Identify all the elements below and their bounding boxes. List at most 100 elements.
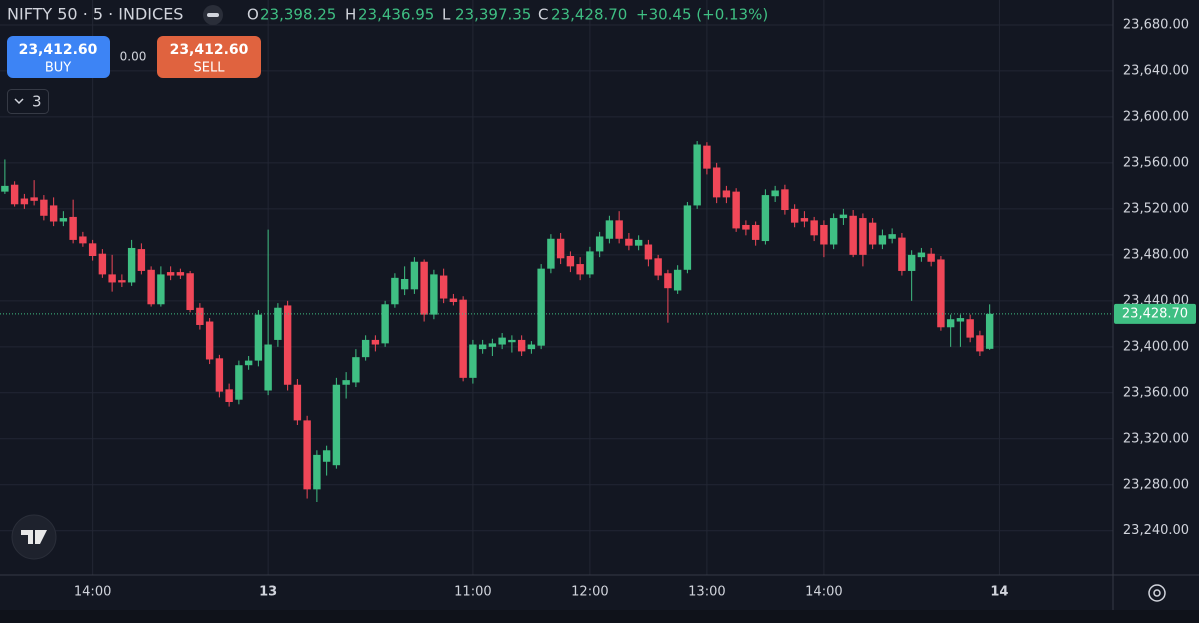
y-tick-label: 23,680.00 bbox=[1123, 17, 1189, 32]
logo[interactable] bbox=[11, 514, 57, 560]
ohlc-value: 23,398.25 bbox=[260, 6, 336, 24]
candle-body bbox=[966, 319, 974, 338]
candle-body bbox=[254, 314, 263, 361]
bottom-strip bbox=[0, 610, 1199, 623]
candle-body bbox=[147, 269, 155, 305]
candle-body bbox=[537, 268, 545, 346]
candle-body bbox=[420, 261, 428, 315]
x-tick-label: 14 bbox=[990, 585, 1008, 600]
candle-body bbox=[30, 197, 38, 201]
symbol: NIFTY 50 · 5 · INDICES bbox=[7, 5, 183, 24]
buy-label: BUY bbox=[45, 61, 71, 76]
y-tick-label: 23,600.00 bbox=[1123, 109, 1189, 124]
candle-body bbox=[20, 198, 29, 205]
candle-body bbox=[946, 319, 955, 328]
indicator-count: 3 bbox=[32, 93, 42, 111]
candle-body bbox=[205, 321, 214, 360]
candle-body bbox=[274, 307, 282, 340]
candle-body bbox=[264, 344, 272, 391]
candles bbox=[1, 141, 994, 503]
x-tick-label: 14:00 bbox=[805, 585, 842, 600]
candle-body bbox=[829, 218, 838, 245]
candle-body bbox=[40, 199, 48, 216]
candle-body bbox=[586, 251, 594, 275]
candle-body bbox=[235, 365, 243, 400]
candle-body bbox=[322, 450, 331, 462]
last-price-box bbox=[1114, 303, 1196, 324]
candle-body bbox=[59, 218, 68, 222]
y-tick-label: 23,520.00 bbox=[1123, 201, 1189, 216]
candle-body bbox=[810, 220, 818, 236]
sell-price: 23,412.60 bbox=[170, 42, 249, 58]
last-price-label: 23,428.70 bbox=[1122, 306, 1188, 321]
candle-body bbox=[488, 343, 497, 347]
candle-body bbox=[352, 357, 360, 383]
candle-body bbox=[69, 216, 77, 240]
candle-body bbox=[166, 272, 175, 276]
candle-body bbox=[118, 280, 126, 283]
candle-body bbox=[742, 224, 750, 230]
candle-body bbox=[186, 273, 194, 311]
candle-body bbox=[381, 304, 389, 344]
change: +30.45 (+0.13%) bbox=[636, 6, 768, 24]
candle-body bbox=[517, 339, 526, 352]
candle-body bbox=[937, 259, 945, 328]
candle-body bbox=[664, 273, 672, 289]
candle-body bbox=[342, 380, 350, 385]
candle-body bbox=[439, 275, 448, 299]
buy-price: 23,412.60 bbox=[19, 42, 98, 58]
candle-body bbox=[927, 253, 935, 262]
candle-body bbox=[391, 277, 399, 305]
chevron bbox=[14, 98, 24, 105]
candle-body bbox=[157, 274, 165, 305]
candle-body bbox=[215, 358, 224, 392]
axes: 23,240.00 23,280.00 23,320.00 23,360.00 23,4… bbox=[0, 17, 1196, 600]
ohlc-key: O bbox=[247, 6, 259, 24]
candle-body bbox=[196, 307, 204, 325]
buy-button[interactable] bbox=[7, 36, 110, 78]
ohlc-value: 23,428.70 bbox=[551, 6, 627, 24]
y-tick-label: 23,320.00 bbox=[1123, 431, 1189, 446]
candle-body bbox=[907, 254, 916, 271]
candle-body bbox=[976, 335, 984, 352]
candle-body bbox=[293, 384, 302, 421]
candle-body bbox=[956, 318, 965, 322]
spread: 0.00 bbox=[120, 50, 147, 64]
ohlc-value: 23,397.35 bbox=[455, 6, 531, 24]
settings-button[interactable] bbox=[1148, 584, 1166, 602]
indicators-toggle[interactable] bbox=[7, 89, 49, 114]
sell-label: SELL bbox=[194, 61, 226, 76]
candle-body bbox=[615, 220, 623, 239]
candle-body bbox=[556, 238, 565, 259]
candle-body bbox=[878, 235, 887, 245]
x-tick-label: 13:00 bbox=[688, 585, 725, 600]
sell-button[interactable] bbox=[157, 36, 261, 78]
candle-body bbox=[634, 239, 643, 246]
x-tick-label: 12:00 bbox=[571, 585, 608, 600]
y-tick-label: 23,280.00 bbox=[1123, 477, 1189, 492]
candle-body bbox=[10, 184, 19, 205]
candle-body bbox=[49, 205, 58, 222]
candle-body bbox=[800, 218, 809, 222]
candle-body bbox=[595, 236, 604, 252]
candle-body bbox=[527, 344, 536, 350]
y-tick-label: 23,560.00 bbox=[1123, 155, 1189, 170]
candle-body bbox=[98, 253, 107, 275]
candle-body bbox=[683, 205, 692, 270]
candle-body bbox=[771, 190, 779, 197]
candle-body bbox=[751, 224, 760, 240]
candle-body bbox=[888, 234, 896, 239]
candle-body bbox=[371, 339, 380, 345]
candle-body bbox=[693, 144, 701, 206]
candle-body bbox=[868, 222, 877, 245]
candle-body bbox=[732, 191, 740, 229]
candle-body bbox=[459, 299, 467, 378]
candle-body bbox=[790, 208, 799, 223]
candle-body bbox=[108, 274, 116, 283]
ohlc: O 23,398.25 H 23,436.95 L 23,397.35 C 23,428.70 bbox=[247, 6, 627, 24]
candle-body bbox=[547, 238, 555, 269]
candle-body bbox=[283, 305, 292, 385]
candle-body bbox=[849, 215, 857, 255]
